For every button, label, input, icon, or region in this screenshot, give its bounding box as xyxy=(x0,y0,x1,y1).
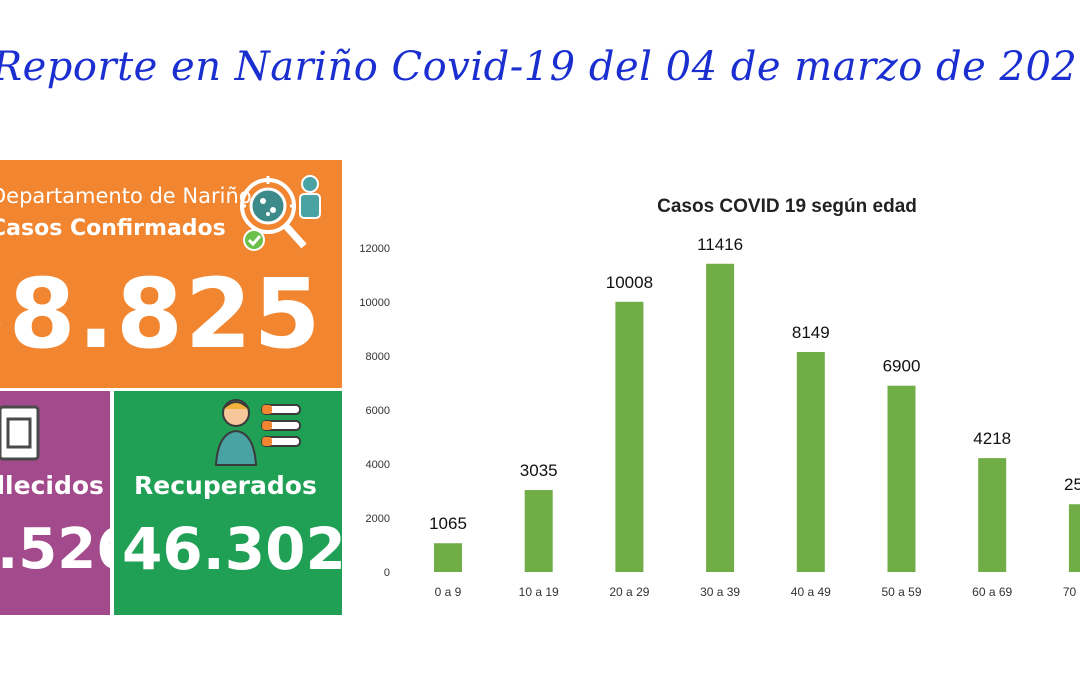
recovered-label: Recuperados xyxy=(134,471,317,500)
data-label: 2510 xyxy=(1064,475,1080,494)
x-tick-label: 20 a 29 xyxy=(609,585,649,599)
data-label: 4218 xyxy=(973,429,1011,448)
x-tick-label: 0 a 9 xyxy=(435,585,462,599)
y-tick-label: 2000 xyxy=(366,513,390,525)
confirmed-cases-card: Departamento de Nariño Casos Confirmados… xyxy=(0,160,342,388)
document-icon xyxy=(0,405,40,461)
recovered-value: 46.302 xyxy=(122,515,342,583)
deaths-label: Fallecidos xyxy=(0,471,104,500)
data-label: 1065 xyxy=(429,514,467,533)
data-label: 6900 xyxy=(883,357,921,376)
bar xyxy=(1068,504,1080,572)
x-tick-label: 40 a 49 xyxy=(791,585,831,599)
x-tick-label: 70 a 79 xyxy=(1063,585,1080,599)
data-label: 8149 xyxy=(792,323,830,342)
bar xyxy=(887,385,916,572)
bar xyxy=(615,301,644,572)
data-label: 10008 xyxy=(606,273,653,292)
y-axis: 0 2000 4000 6000 8000 10000 12000 xyxy=(359,243,390,579)
headline: Reporte en Nariño Covid-19 del 04 de mar… xyxy=(0,44,1080,90)
age-bar-chart: Casos COVID 19 según edad 0 2000 4000 6000 8… xyxy=(359,196,1080,599)
deaths-value: 1.526 xyxy=(0,517,110,582)
virus-research-icon xyxy=(240,175,321,251)
bars: 1065 3035 10008 11416 8149 6900 4218 2510 xyxy=(429,235,1080,572)
y-tick-label: 10000 xyxy=(359,297,390,309)
deaths-card: Fallecidos 1.526 xyxy=(0,391,110,615)
chart-title: Casos COVID 19 según edad xyxy=(657,196,917,217)
confirmed-value: 58.825 xyxy=(0,258,323,370)
y-tick-label: 0 xyxy=(384,567,390,579)
x-tick-label: 60 a 69 xyxy=(972,585,1012,599)
infographic-panel: Departamento de Nariño Casos Confirmados… xyxy=(0,158,342,615)
x-tick-label: 10 a 19 xyxy=(519,585,559,599)
bar xyxy=(796,351,825,572)
data-label: 3035 xyxy=(520,461,558,480)
x-tick-label: 30 a 39 xyxy=(700,585,740,599)
y-tick-label: 8000 xyxy=(366,351,390,363)
bar xyxy=(434,543,462,572)
recovered-card: Recuperados 46.302 xyxy=(114,391,342,615)
bar xyxy=(978,458,1007,572)
confirmed-label: Casos Confirmados xyxy=(0,216,226,241)
health-worker-icon xyxy=(214,399,301,466)
x-axis: 0 a 9 10 a 19 20 a 29 30 a 39 40 a 49 50 a 59… xyxy=(435,585,1080,599)
bar xyxy=(706,263,735,572)
y-tick-label: 6000 xyxy=(366,405,390,417)
y-tick-label: 12000 xyxy=(359,243,390,255)
bar xyxy=(524,490,553,572)
department-label: Departamento de Nariño xyxy=(0,184,252,208)
y-tick-label: 4000 xyxy=(366,459,390,471)
x-tick-label: 50 a 59 xyxy=(881,585,921,599)
data-label: 11416 xyxy=(697,235,743,254)
